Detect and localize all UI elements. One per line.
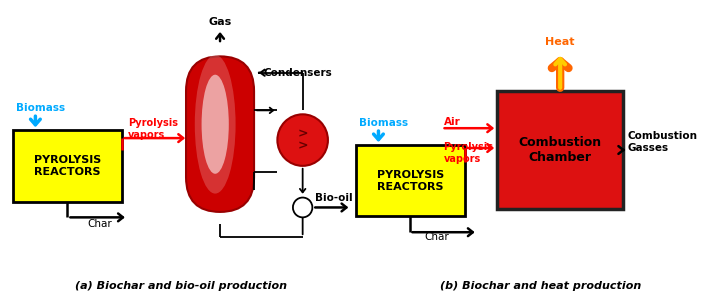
Text: PYROLYSIS
REACTORS: PYROLYSIS REACTORS — [34, 155, 101, 177]
FancyBboxPatch shape — [497, 91, 623, 209]
FancyBboxPatch shape — [186, 57, 254, 212]
Text: Heat: Heat — [545, 37, 575, 47]
Text: (a) Biochar and bio-oil production: (a) Biochar and bio-oil production — [75, 281, 287, 291]
Text: Char: Char — [87, 219, 112, 229]
Text: Biomass: Biomass — [16, 103, 65, 113]
Text: (b) Biochar and heat production: (b) Biochar and heat production — [440, 281, 642, 291]
Text: >
>: > > — [298, 128, 308, 152]
Text: Biomass: Biomass — [359, 118, 408, 128]
Text: Pyrolysis
vapors: Pyrolysis vapors — [127, 118, 178, 140]
Text: Combustion
Gasses: Combustion Gasses — [627, 131, 697, 153]
Text: Bio-oil: Bio-oil — [315, 193, 353, 202]
FancyBboxPatch shape — [13, 130, 122, 202]
Text: Pyrolysis
vapors: Pyrolysis vapors — [444, 142, 493, 164]
Ellipse shape — [201, 75, 229, 174]
FancyBboxPatch shape — [356, 145, 465, 216]
Ellipse shape — [195, 55, 236, 193]
Text: Combustion
Chamber: Combustion Chamber — [518, 136, 602, 164]
Text: PYROLYSIS
REACTORS: PYROLYSIS REACTORS — [377, 170, 444, 191]
Circle shape — [278, 114, 328, 166]
Text: Air: Air — [444, 117, 461, 127]
Text: Gas: Gas — [209, 17, 231, 27]
Text: Condensers: Condensers — [263, 68, 333, 78]
Text: Char: Char — [424, 232, 449, 242]
Circle shape — [293, 198, 313, 217]
